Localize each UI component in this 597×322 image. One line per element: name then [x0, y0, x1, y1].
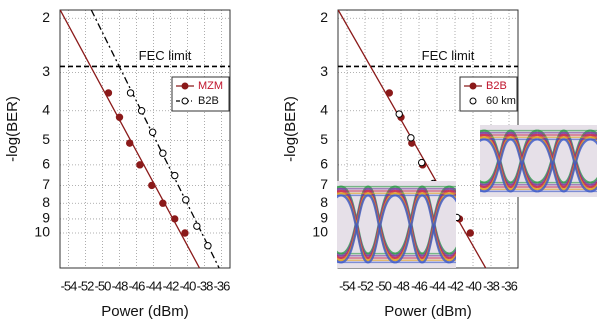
- x-tick-label: -36: [501, 278, 518, 293]
- x-tick-label: -50: [375, 278, 392, 293]
- x-tick-label: -36: [214, 278, 231, 293]
- eye-trace: [287, 187, 341, 254]
- x-tick-label: -54: [339, 278, 356, 293]
- x-tick-label: -54: [61, 278, 78, 293]
- y-tick-label: 4: [320, 101, 328, 117]
- legend-label: B2B: [486, 80, 507, 92]
- y-tick-label: 10: [34, 224, 50, 240]
- plot: -54-52-50-48-46-44-42-40-38-362345678910…: [4, 9, 230, 320]
- data-point: [419, 159, 425, 165]
- data-point: [127, 90, 133, 96]
- legend-marker: [182, 98, 188, 104]
- x-axis-label: Power (dBm): [101, 303, 189, 320]
- legend-marker: [470, 98, 476, 104]
- y-tick-label: 5: [42, 131, 50, 147]
- y-tick-label: 6: [42, 156, 50, 172]
- y-tick-label: 7: [320, 176, 328, 192]
- x-tick-label: -44: [146, 278, 163, 293]
- legend-marker: [182, 83, 188, 89]
- eye-trace: [287, 187, 341, 254]
- annotation: FEC limit: [422, 48, 475, 63]
- x-tick-label: -44: [429, 278, 446, 293]
- data-point: [127, 140, 133, 146]
- x-tick-label: -38: [197, 278, 214, 293]
- data-point: [194, 223, 200, 229]
- data-point: [467, 230, 473, 236]
- eye-trace: [287, 189, 341, 256]
- y-tick-label: 8: [320, 194, 328, 210]
- annotation: FEC limit: [139, 48, 192, 63]
- x-tick-label: -52: [78, 278, 95, 293]
- legend-label: 60 km: [486, 95, 516, 107]
- data-point: [408, 135, 414, 141]
- x-tick-label: -52: [357, 278, 374, 293]
- legend-marker: [470, 83, 476, 89]
- data-point: [105, 90, 111, 96]
- legend: B2B 60 km: [460, 77, 517, 111]
- legend-label: MZM: [198, 80, 223, 92]
- y-tick-label: 3: [42, 63, 50, 79]
- eye-trace: [287, 189, 341, 256]
- y-tick-label: 2: [42, 9, 50, 25]
- y-tick-label: 8: [42, 194, 50, 210]
- x-tick-label: -38: [483, 278, 500, 293]
- data-point: [172, 172, 178, 178]
- data-point: [205, 243, 211, 249]
- x-tick-label: -50: [95, 278, 112, 293]
- x-tick-label: -48: [112, 278, 129, 293]
- data-point: [137, 162, 143, 168]
- legend: MZM B2B: [172, 77, 229, 111]
- x-tick-label: -42: [447, 278, 464, 293]
- page: {"chart_data": [ {"type": "scatter", "yl…: [0, 0, 597, 322]
- y-tick-label: 4: [42, 101, 50, 117]
- data-point: [396, 111, 402, 117]
- y-axis-label: -log(BER): [4, 96, 21, 162]
- legend-label: B2B: [198, 95, 219, 107]
- data-point: [172, 216, 178, 222]
- figure: -54-52-50-48-46-44-42-40-38-362345678910…: [0, 0, 597, 322]
- x-tick-label: -40: [180, 278, 197, 293]
- y-tick-label: 5: [320, 131, 328, 147]
- y-axis-label: -log(BER): [282, 96, 299, 162]
- y-tick-label: 2: [320, 9, 328, 25]
- x-axis-label: Power (dBm): [384, 303, 472, 320]
- data-point: [116, 114, 122, 120]
- x-tick-label: -42: [163, 278, 180, 293]
- y-tick-label: 10: [312, 224, 328, 240]
- data-point: [149, 129, 155, 135]
- data-point: [160, 200, 166, 206]
- data-point: [160, 150, 166, 156]
- y-tick-label: 3: [320, 63, 328, 79]
- x-tick-label: -46: [129, 278, 146, 293]
- x-tick-label: -48: [393, 278, 410, 293]
- data-point: [138, 108, 144, 114]
- y-tick-label: 7: [42, 176, 50, 192]
- data-point: [386, 90, 392, 96]
- y-tick-label: 6: [320, 156, 328, 172]
- x-tick-label: -40: [465, 278, 482, 293]
- x-tick-label: -46: [411, 278, 428, 293]
- data-point: [183, 197, 189, 203]
- data-point: [182, 230, 188, 236]
- data-point: [149, 182, 155, 188]
